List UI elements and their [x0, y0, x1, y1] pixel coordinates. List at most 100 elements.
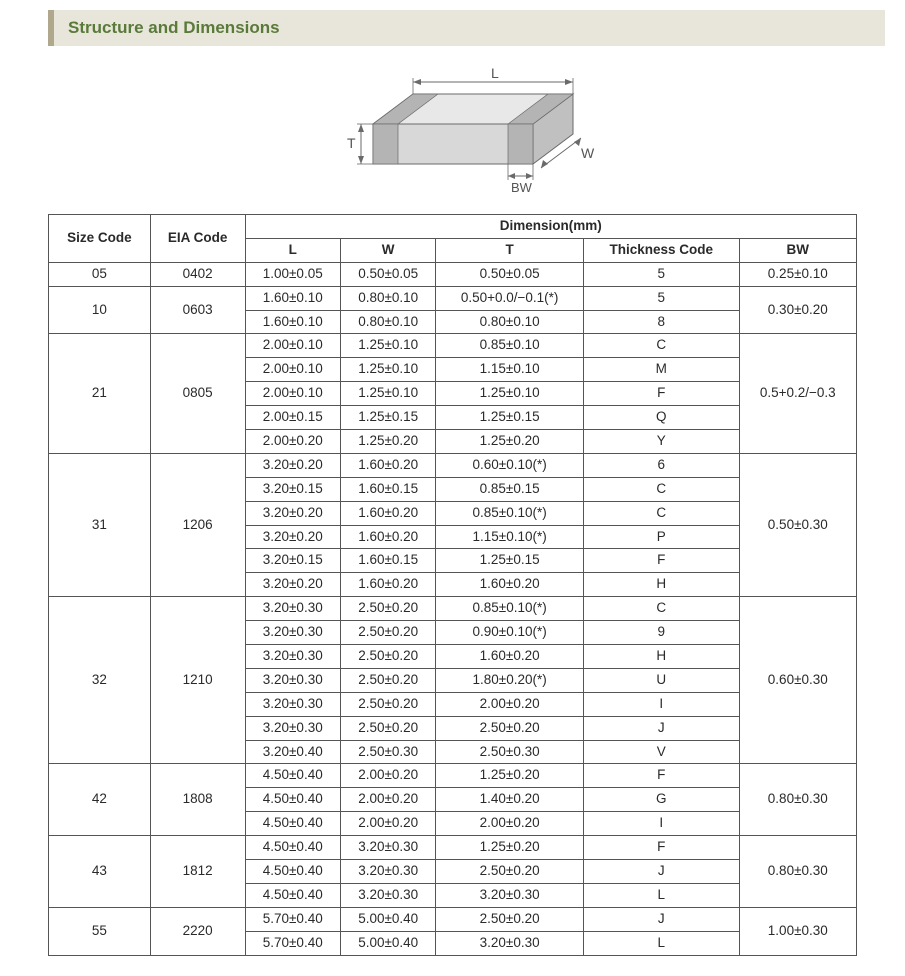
cell-W: 2.50±0.20	[340, 645, 435, 669]
label-BW: BW	[511, 180, 533, 195]
table-row: 0504021.00±0.050.50±0.050.50±0.0550.25±0…	[49, 262, 857, 286]
cell-size: 10	[49, 286, 151, 334]
cell-W: 1.60±0.20	[340, 453, 435, 477]
cell-L: 1.60±0.10	[245, 310, 340, 334]
cell-thk: F	[583, 836, 739, 860]
cell-W: 3.20±0.30	[340, 860, 435, 884]
cell-L: 2.00±0.15	[245, 406, 340, 430]
cell-bw: 1.00±0.30	[739, 907, 856, 955]
cell-L: 3.20±0.30	[245, 621, 340, 645]
cell-eia: 1210	[150, 597, 245, 764]
cell-size: 43	[49, 836, 151, 908]
cell-T: 1.25±0.15	[436, 406, 583, 430]
cell-L: 3.20±0.20	[245, 453, 340, 477]
cell-L: 5.70±0.40	[245, 907, 340, 931]
cell-thk: C	[583, 597, 739, 621]
cell-size: 42	[49, 764, 151, 836]
cell-bw: 0.60±0.30	[739, 597, 856, 764]
cell-L: 4.50±0.40	[245, 764, 340, 788]
cell-T: 2.50±0.30	[436, 740, 583, 764]
cell-bw: 0.80±0.30	[739, 836, 856, 908]
cell-thk: U	[583, 668, 739, 692]
cell-T: 1.15±0.10(*)	[436, 525, 583, 549]
cell-W: 5.00±0.40	[340, 907, 435, 931]
th-eia: EIA Code	[150, 215, 245, 263]
label-L: L	[491, 65, 499, 81]
th-W: W	[340, 238, 435, 262]
cell-T: 1.25±0.15	[436, 549, 583, 573]
cell-T: 0.60±0.10(*)	[436, 453, 583, 477]
cell-thk: C	[583, 477, 739, 501]
cell-bw: 0.25±0.10	[739, 262, 856, 286]
table-row: 3212103.20±0.302.50±0.200.85±0.10(*)C0.6…	[49, 597, 857, 621]
th-L: L	[245, 238, 340, 262]
cell-L: 3.20±0.15	[245, 477, 340, 501]
cell-T: 1.25±0.10	[436, 382, 583, 406]
cell-eia: 0402	[150, 262, 245, 286]
cell-thk: I	[583, 812, 739, 836]
cell-W: 1.25±0.15	[340, 406, 435, 430]
cell-W: 1.60±0.20	[340, 573, 435, 597]
component-diagram: L W T BW	[0, 54, 905, 204]
cell-L: 2.00±0.10	[245, 382, 340, 406]
cell-T: 3.20±0.30	[436, 931, 583, 955]
cell-W: 1.60±0.15	[340, 477, 435, 501]
cell-L: 2.00±0.20	[245, 430, 340, 454]
cell-thk: P	[583, 525, 739, 549]
cell-W: 2.50±0.20	[340, 692, 435, 716]
cell-L: 3.20±0.30	[245, 597, 340, 621]
cell-L: 3.20±0.30	[245, 668, 340, 692]
cell-L: 3.20±0.20	[245, 501, 340, 525]
cell-T: 3.20±0.30	[436, 883, 583, 907]
th-T: T	[436, 238, 583, 262]
label-T: T	[347, 135, 356, 151]
cell-T: 1.25±0.20	[436, 764, 583, 788]
cell-bw: 0.5+0.2/−0.3	[739, 334, 856, 453]
cell-W: 1.25±0.10	[340, 382, 435, 406]
cell-L: 3.20±0.20	[245, 525, 340, 549]
cell-thk: C	[583, 334, 739, 358]
cell-thk: 5	[583, 286, 739, 310]
th-dim: Dimension(mm)	[245, 215, 856, 239]
cell-T: 0.90±0.10(*)	[436, 621, 583, 645]
cell-thk: F	[583, 549, 739, 573]
cell-W: 0.80±0.10	[340, 286, 435, 310]
cell-eia: 0603	[150, 286, 245, 334]
th-size: Size Code	[49, 215, 151, 263]
cell-thk: L	[583, 883, 739, 907]
cell-T: 1.80±0.20(*)	[436, 668, 583, 692]
cell-L: 3.20±0.15	[245, 549, 340, 573]
cell-L: 3.20±0.20	[245, 573, 340, 597]
cell-thk: V	[583, 740, 739, 764]
cell-T: 2.00±0.20	[436, 812, 583, 836]
cell-thk: J	[583, 716, 739, 740]
cell-bw: 0.80±0.30	[739, 764, 856, 836]
dimensions-table-wrap: Size Code EIA Code Dimension(mm) L W T T…	[0, 214, 905, 976]
cell-T: 0.50+0.0/−0.1(*)	[436, 286, 583, 310]
cell-W: 2.50±0.20	[340, 668, 435, 692]
label-W: W	[581, 145, 595, 161]
cell-bw: 0.30±0.20	[739, 286, 856, 334]
cell-thk: C	[583, 501, 739, 525]
cell-thk: 6	[583, 453, 739, 477]
cell-thk: 8	[583, 310, 739, 334]
cell-W: 1.25±0.10	[340, 358, 435, 382]
cell-W: 2.50±0.30	[340, 740, 435, 764]
cell-thk: F	[583, 764, 739, 788]
cell-T: 1.15±0.10	[436, 358, 583, 382]
cell-T: 1.25±0.20	[436, 430, 583, 454]
cell-W: 0.50±0.05	[340, 262, 435, 286]
cell-W: 1.25±0.10	[340, 334, 435, 358]
cell-L: 3.20±0.30	[245, 692, 340, 716]
cell-W: 2.00±0.20	[340, 764, 435, 788]
section-header: Structure and Dimensions	[48, 10, 885, 46]
cell-L: 4.50±0.40	[245, 860, 340, 884]
cell-thk: F	[583, 382, 739, 406]
cell-thk: I	[583, 692, 739, 716]
dimensions-table: Size Code EIA Code Dimension(mm) L W T T…	[48, 214, 857, 956]
cell-T: 0.85±0.10	[436, 334, 583, 358]
cell-L: 4.50±0.40	[245, 836, 340, 860]
cell-thk: Q	[583, 406, 739, 430]
cell-W: 2.00±0.20	[340, 812, 435, 836]
cell-T: 0.50±0.05	[436, 262, 583, 286]
